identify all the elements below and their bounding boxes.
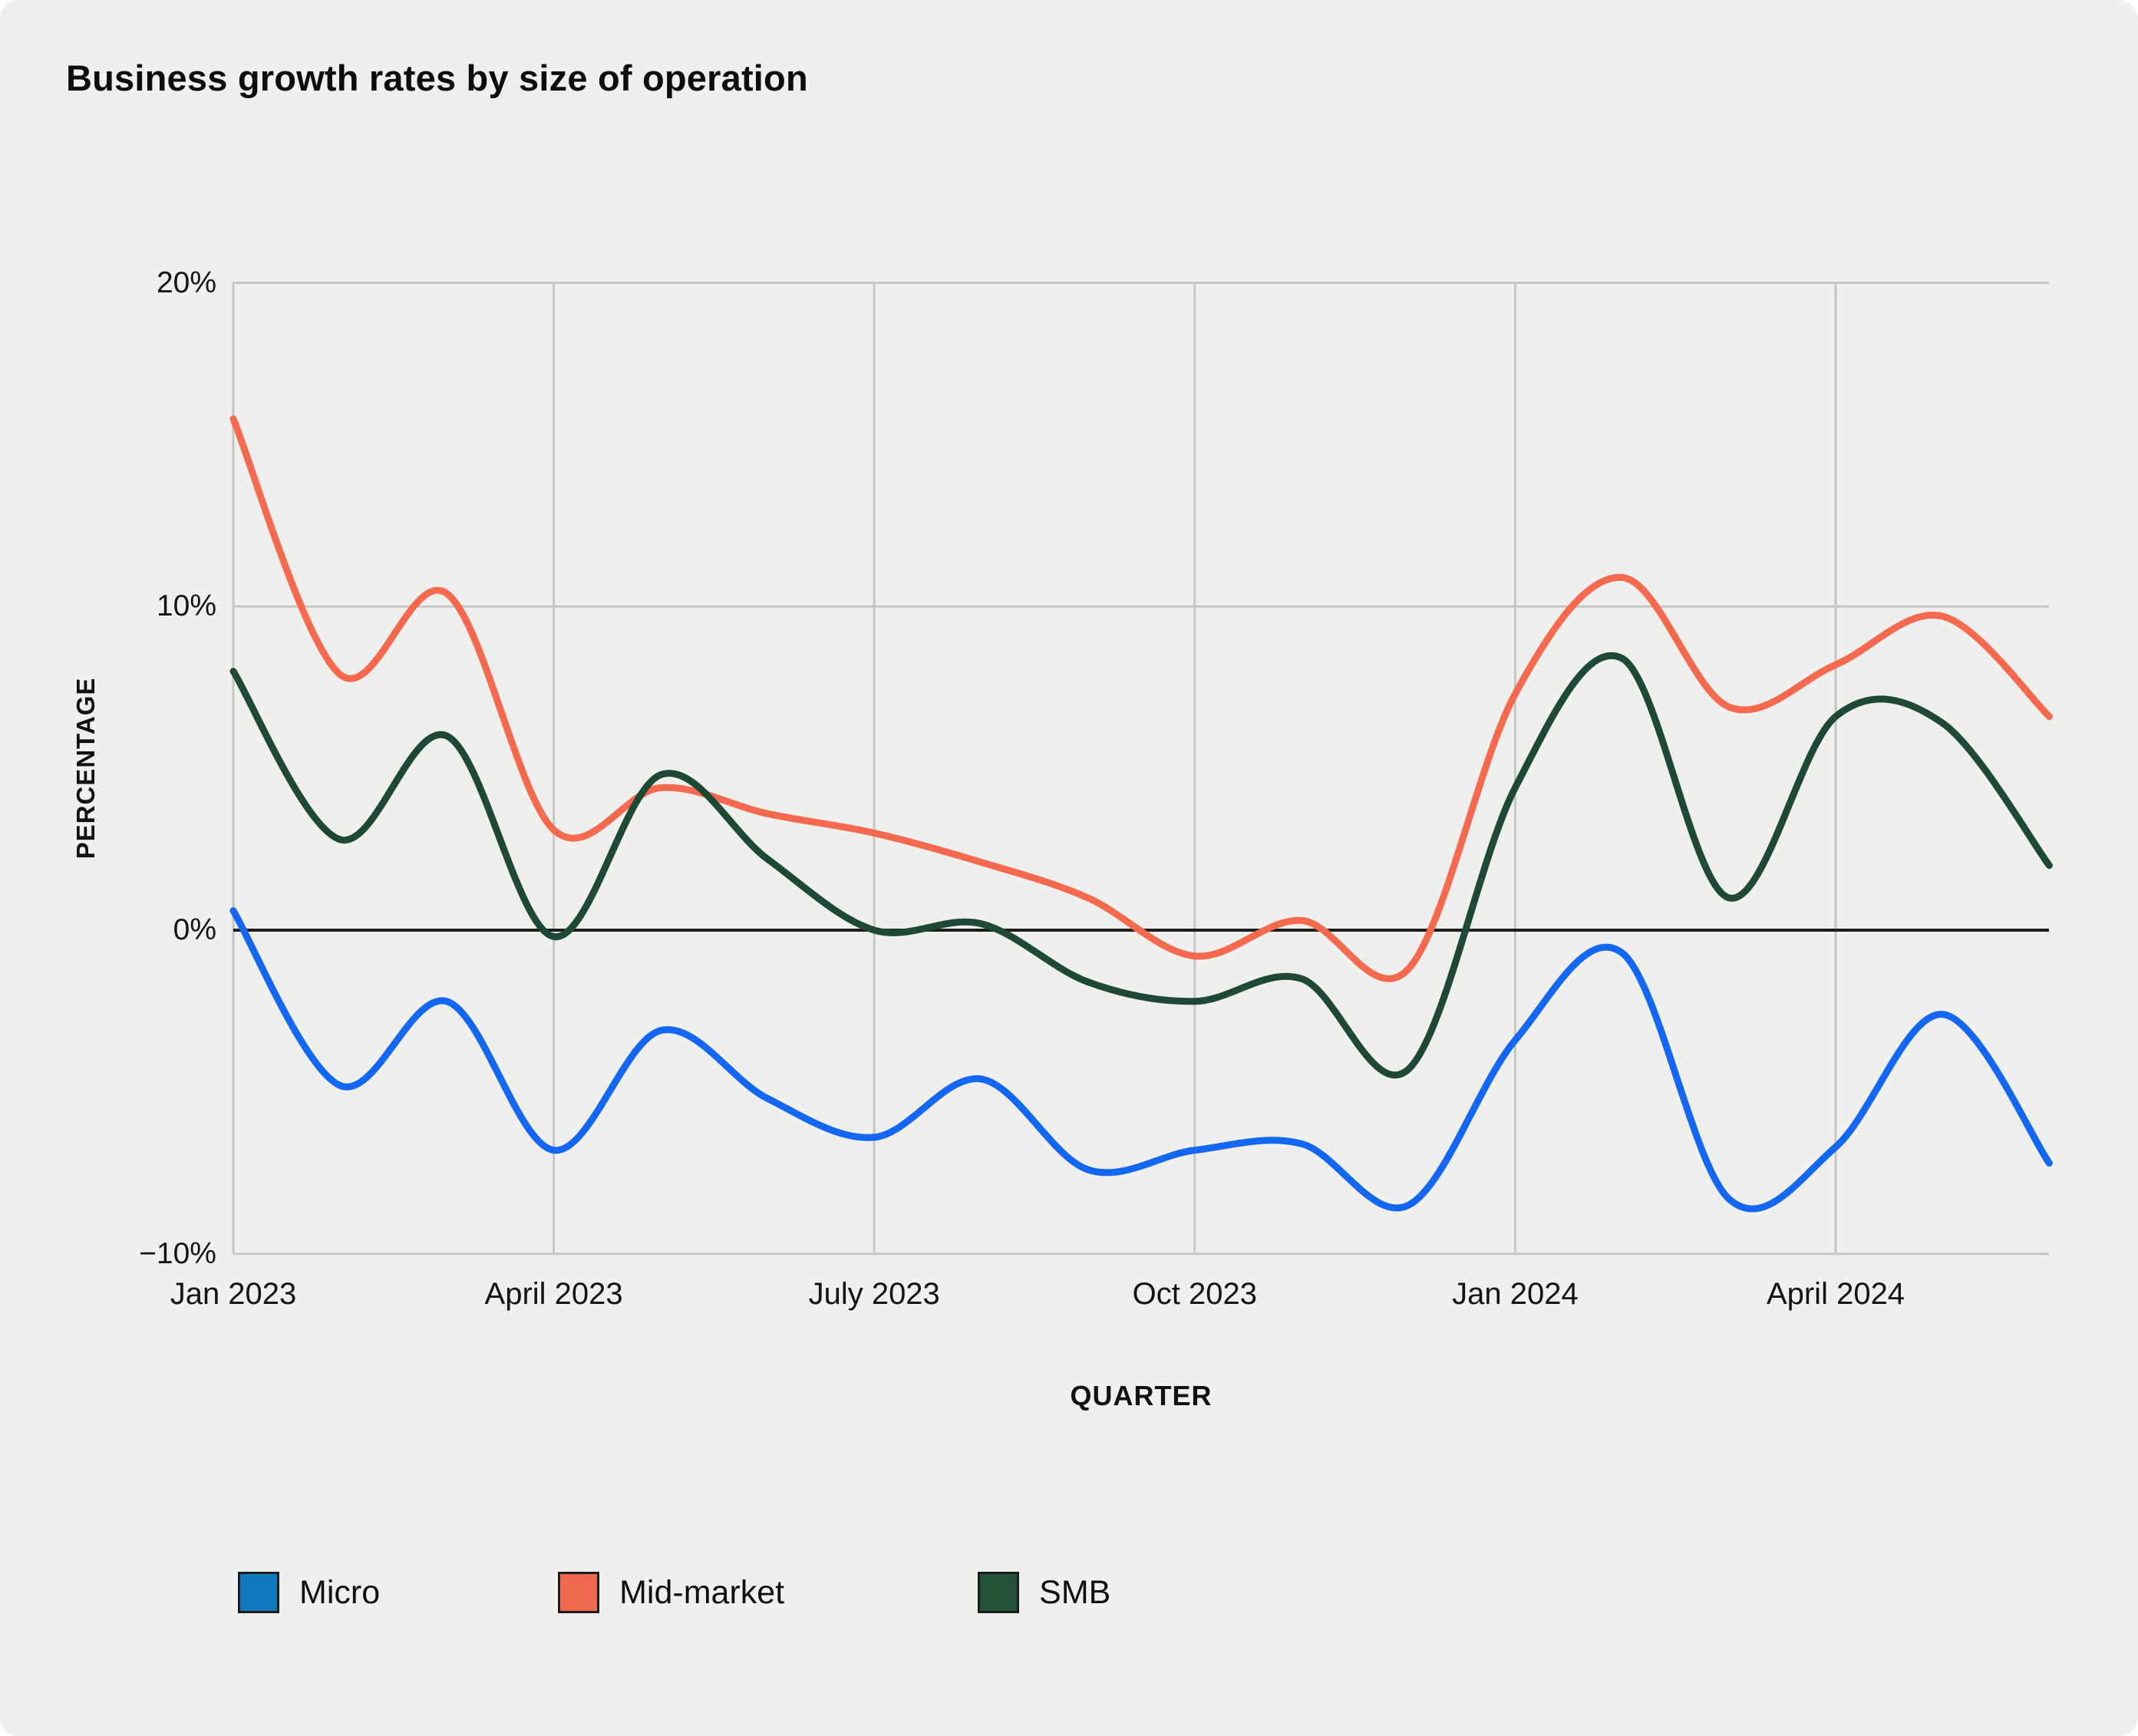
legend-swatch-icon <box>978 1572 1020 1613</box>
series-line-micro <box>229 907 2053 1213</box>
x-tick-label: Oct 2023 <box>1132 1277 1257 1311</box>
series-line-smb <box>229 652 2053 1079</box>
legend-item-smb[interactable]: SMB <box>978 1572 1110 1613</box>
y-axis-title: PERCENTAGE <box>71 677 100 860</box>
y-tick-label: 10% <box>156 589 216 623</box>
legend-label: Micro <box>299 1573 381 1611</box>
legend: Micro Mid-market SMB <box>238 1572 1110 1613</box>
x-axis-title: QUARTER <box>1070 1380 1213 1411</box>
legend-item-micro[interactable]: Micro <box>238 1572 380 1613</box>
chart-title: Business growth rates by size of operati… <box>66 58 808 98</box>
legend-swatch-icon <box>558 1572 600 1613</box>
y-tick-label: −10% <box>139 1236 216 1270</box>
legend-label: SMB <box>1039 1573 1111 1611</box>
legend-item-mid-market[interactable]: Mid-market <box>558 1572 784 1613</box>
x-tick-label: April 2024 <box>1766 1277 1905 1311</box>
legend-label: Mid-market <box>619 1573 785 1611</box>
x-tick-label: April 2023 <box>484 1277 623 1311</box>
legend-swatch-icon <box>238 1572 279 1613</box>
y-tick-label: 20% <box>156 266 216 299</box>
y-tick-label: 0% <box>173 913 216 946</box>
x-tick-label: Jan 2024 <box>1452 1277 1579 1311</box>
x-tick-label: Jan 2023 <box>170 1277 297 1311</box>
series-line-mid-market <box>229 415 2053 982</box>
x-tick-label: July 2023 <box>808 1277 940 1311</box>
